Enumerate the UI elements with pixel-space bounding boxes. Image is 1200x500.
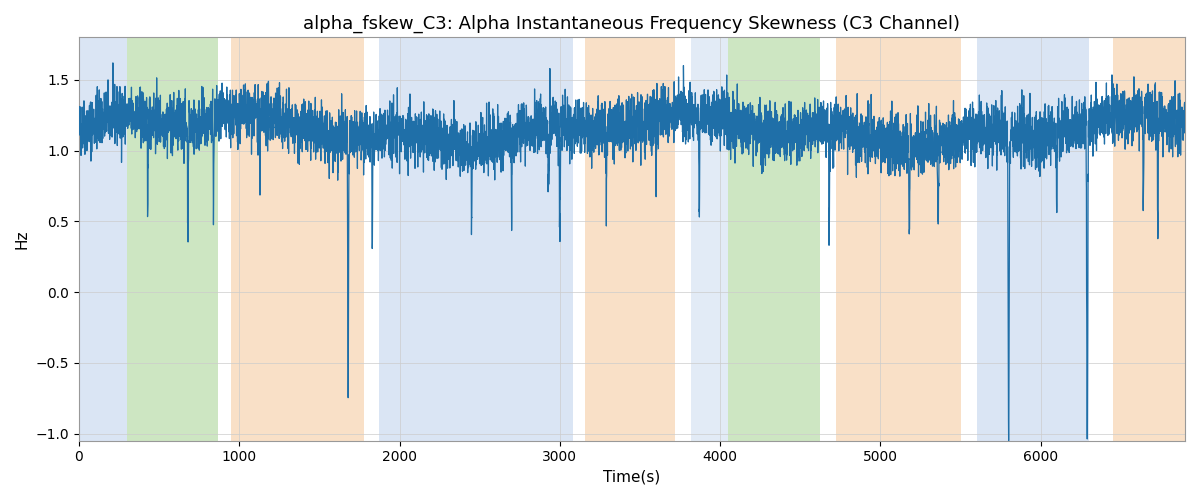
Bar: [79, 38, 127, 440]
Bar: [691, 38, 728, 440]
Bar: [379, 38, 572, 440]
Bar: [977, 38, 1088, 440]
Title: alpha_fskew_C3: Alpha Instantaneous Frequency Skewness (C3 Channel): alpha_fskew_C3: Alpha Instantaneous Freq…: [304, 15, 960, 34]
Bar: [586, 38, 676, 440]
Bar: [728, 38, 820, 440]
Y-axis label: Hz: Hz: [14, 230, 30, 249]
Bar: [127, 38, 218, 440]
Bar: [835, 38, 960, 440]
Bar: [232, 38, 365, 440]
X-axis label: Time(s): Time(s): [604, 470, 660, 485]
Bar: [1112, 38, 1184, 440]
